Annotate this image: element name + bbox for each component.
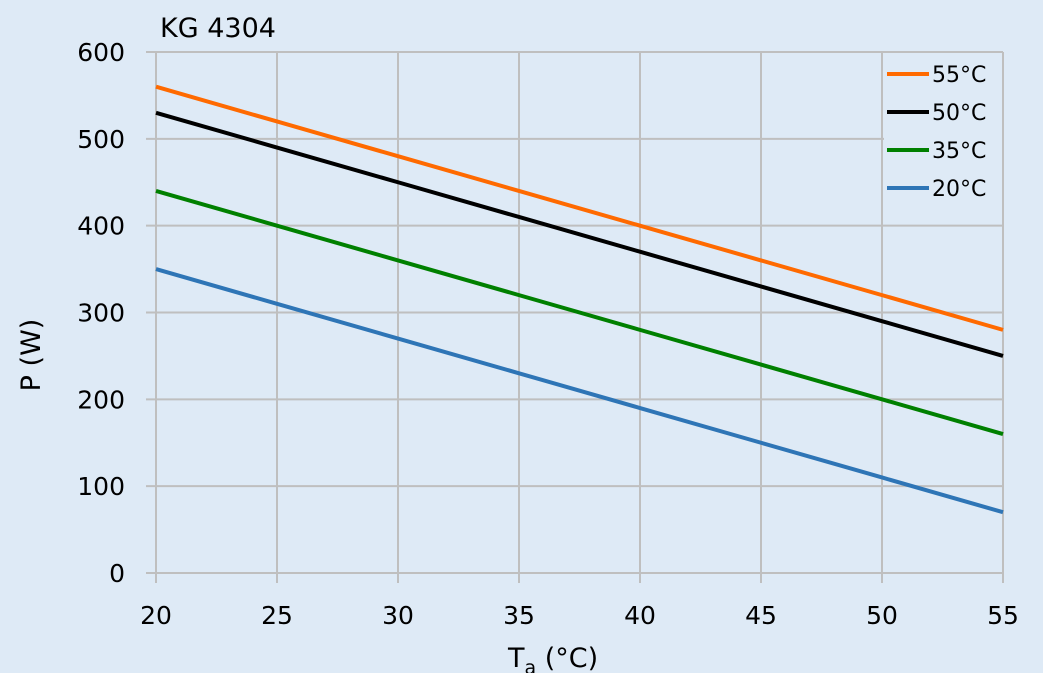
- x-axis-label-unit: (°C): [536, 643, 598, 673]
- y-tick-label: 100: [77, 472, 125, 501]
- legend-label: 50°C: [932, 101, 986, 126]
- series-lines: [155, 84, 1004, 515]
- y-axis-label: P (W): [16, 319, 47, 392]
- x-tick-label: 40: [624, 601, 656, 630]
- x-tick-label: 50: [866, 601, 898, 630]
- x-tick-label: 25: [261, 601, 293, 630]
- series-line-55c: [155, 84, 1004, 332]
- legend-label: 35°C: [932, 139, 986, 164]
- x-tick-label: 55: [987, 601, 1019, 630]
- legend-label: 55°C: [932, 63, 986, 88]
- x-tick-label: 30: [382, 601, 414, 630]
- series-line-50c: [155, 110, 1004, 358]
- gridlines: [146, 51, 1004, 583]
- x-tick-label: 35: [503, 601, 535, 630]
- y-tick-label: 300: [77, 299, 125, 328]
- legend-label: 20°C: [932, 177, 986, 202]
- y-tick-label: 200: [77, 385, 125, 414]
- y-tick-label: 500: [77, 125, 125, 154]
- chart-title: KG 4304: [160, 13, 276, 44]
- x-axis-label-subscript: a: [525, 657, 537, 673]
- y-tick-label: 600: [77, 38, 125, 67]
- legend-background: [884, 56, 1002, 206]
- x-tick-label: 45: [745, 601, 777, 630]
- y-tick-label: 400: [77, 212, 125, 241]
- x-axis-label: Ta (°C): [507, 643, 598, 673]
- x-tick-label: 20: [140, 601, 172, 630]
- series-line-35c: [155, 189, 1004, 436]
- y-tick-label: 0: [109, 559, 125, 588]
- legend: 55°C 50°C 35°C 20°C: [884, 56, 1002, 206]
- x-axis-label-main: T: [507, 643, 525, 673]
- series-line-20c: [155, 267, 1004, 515]
- y-axis-ticks: 0 100 200 300 400 500 600: [77, 38, 125, 588]
- x-axis-ticks: 20 25 30 35 40 45 50 55: [140, 601, 1019, 630]
